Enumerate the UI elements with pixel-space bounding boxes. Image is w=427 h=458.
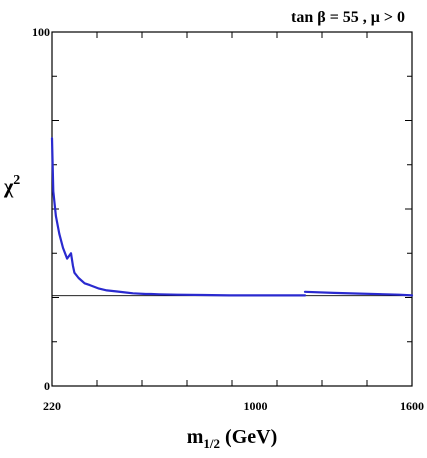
x-tick-label: 220 xyxy=(43,399,61,413)
x-axis-label-unit: (GeV) xyxy=(220,426,277,448)
x-tick-label: 1000 xyxy=(243,399,267,413)
y-tick-label: 0 xyxy=(44,379,50,393)
plot-frame xyxy=(51,31,413,387)
x-axis-label-main: m xyxy=(187,426,204,448)
y-axis-label-sup: 2 xyxy=(13,173,20,188)
y-axis-label-main: χ xyxy=(3,176,14,198)
series-line xyxy=(303,290,414,297)
chart-title: tan β = 55 , μ > 0 xyxy=(291,9,405,26)
x-axis-label-sub: 1/2 xyxy=(203,436,220,451)
y-tick-label: 100 xyxy=(32,25,50,39)
y-axis-label: χ2 xyxy=(3,173,20,198)
tick-labels: 220 1000 1600 0 100 xyxy=(32,25,424,413)
series-line xyxy=(50,137,307,297)
x-tick-label: 1600 xyxy=(400,399,424,413)
tick-marks xyxy=(52,32,412,386)
x-axis-label: m1/2 (GeV) xyxy=(187,426,278,451)
series-group xyxy=(50,137,414,297)
